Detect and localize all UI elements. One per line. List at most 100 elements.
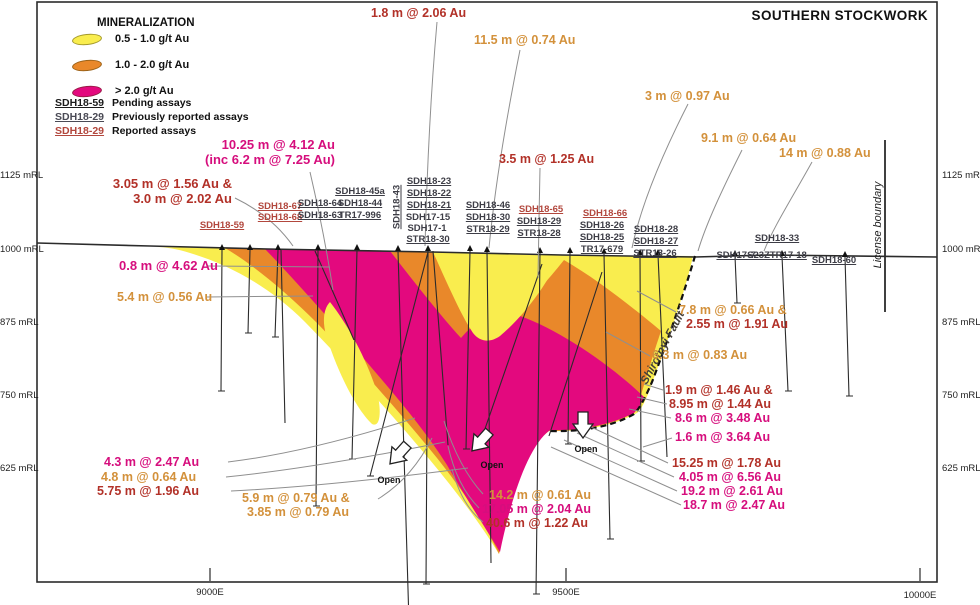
drill-label: STR18-28	[517, 228, 561, 239]
page-title: SOUTHERN STOCKWORK	[751, 8, 928, 23]
legend-label-high: > 2.0 g/t Au	[115, 85, 174, 97]
assay-annotation: 8.6 m @ 3.48 Au	[675, 411, 771, 425]
elev-label: 750 mRL	[942, 390, 980, 401]
fault-line	[548, 255, 697, 433]
key-hole-reported: SDH18-29	[55, 125, 105, 137]
open-label: Open	[480, 460, 504, 470]
open-arrows	[389, 411, 595, 465]
assay-annotation: 5.4 m @ 0.56 Au	[117, 290, 213, 304]
drill-label: SDH18-28	[633, 224, 679, 235]
drill-label: SDH18-67	[257, 201, 303, 212]
drill-label: SDH18-45a	[335, 186, 385, 197]
assay-annotation: 9.1 m @ 0.64 Au	[701, 131, 797, 145]
assay-line: 3.05 m @ 1.56 Au &	[112, 176, 232, 191]
key-hole-previous: SDH18-29	[55, 111, 105, 123]
drill-label: SDH18-26	[579, 220, 625, 231]
end-of-hole-ticks	[218, 302, 853, 595]
drill-label: TR17-996	[338, 210, 382, 221]
assay-annotation: 3 m @ 0.97 Au	[645, 89, 730, 103]
drill-label: SDH18-64	[297, 198, 343, 209]
elev-label: 875 mRL	[942, 317, 980, 328]
assay-annotation: 4.05 m @ 6.56 Au	[679, 470, 782, 484]
surface-line	[36, 242, 938, 258]
legend-title: MINERALIZATION	[97, 17, 195, 29]
key-hole-pending: SDH18-59	[55, 97, 105, 109]
assay-annotation: 1.8 m @ 2.06 Au	[371, 6, 467, 20]
assay-annotation: 14.2 m @ 0.61 Au	[489, 488, 592, 502]
drill-label: S23ZTR17-18	[747, 250, 807, 261]
elev-label: 875 mRL	[0, 317, 39, 328]
drill-label: SDH18-68	[257, 212, 303, 223]
assay-annotation: 3.05 m @ 1.56 Au & 3.0 m @ 2.02 Au	[112, 176, 232, 207]
drill-label: SDH18-33	[754, 233, 800, 244]
assay-annotation: 15.25 m @ 1.78 Au	[672, 456, 782, 470]
drill-label: SDH18-63	[297, 210, 343, 221]
assay-line: (inc 6.2 m @ 7.25 Au)	[205, 151, 335, 167]
elev-label: 625 mRL	[942, 463, 980, 474]
assay-annotation: 6.3 m @ 0.83 Au	[652, 348, 748, 362]
elev-label: 1000 mRL	[942, 244, 980, 255]
drill-label: SDH17-15	[405, 212, 451, 223]
assay-annotation: 0.8 m @ 4.62 Au	[119, 258, 218, 273]
drill-label: SDH18-43	[391, 184, 403, 230]
legend-label-low: 0.5 - 1.0 g/t Au	[115, 33, 190, 45]
license-boundary-label: License boundary	[872, 181, 884, 269]
grade-zone-low-patches	[323, 252, 560, 425]
annotation-leader-lines	[205, 21, 813, 523]
easting-label: 9000E	[196, 587, 224, 598]
assay-annotation: 11.5 m @ 0.74 Au	[474, 33, 576, 47]
drill-label: SDH18-59	[199, 220, 245, 231]
drill-label: SDH18-27	[633, 236, 679, 247]
assay-annotation: 7.8 m @ 0.66 Au &	[679, 303, 787, 317]
drill-label: SDH18-65	[518, 204, 564, 215]
drill-label: TR17-679	[580, 244, 624, 255]
drill-label: SDH17-1	[407, 223, 447, 234]
assay-annotation: 2.55 m @ 1.91 Au	[686, 317, 789, 331]
assay-annotation: 4.8 m @ 0.64 Au	[101, 470, 197, 484]
assay-annotation: 5.75 m @ 1.96 Au	[97, 484, 200, 498]
easting-label: 9500E	[552, 587, 580, 598]
easting-ticks	[209, 568, 921, 581]
legend-label-mid: 1.0 - 2.0 g/t Au	[115, 59, 190, 71]
assay-line: 3.0 m @ 2.02 Au	[133, 190, 232, 206]
drill-label: SDH18-29	[516, 216, 562, 227]
drill-label: SDH18-66	[582, 208, 628, 219]
assay-annotation: 1.9 m @ 1.46 Au &	[665, 383, 773, 397]
assay-annotation: 18.7 m @ 2.47 Au	[683, 498, 786, 512]
elev-label: 625 mRL	[0, 463, 39, 474]
assay-annotation: 1.6 m @ 3.64 Au	[675, 430, 771, 444]
drill-label: STR18-29	[466, 224, 510, 235]
assay-line: 10.25 m @ 4.12 Au	[221, 137, 335, 152]
key-desc-reported: Reported assays	[112, 125, 197, 137]
drill-label: STR18-30	[406, 234, 450, 245]
plot-border	[36, 1, 938, 583]
assay-annotation: 4.3 m @ 2.47 Au	[104, 455, 200, 469]
drill-label: SDH17-7	[716, 250, 756, 261]
drill-label: SDH18-25	[579, 232, 625, 243]
elev-label: 1125 mRL	[0, 170, 44, 181]
assay-annotation: 3.85 m @ 0.79 Au	[247, 505, 350, 519]
drill-label: SDH18-30	[465, 212, 511, 223]
assay-annotation: 5.9 m @ 0.79 Au &	[242, 491, 350, 505]
drill-label: SDH18-46	[465, 200, 511, 211]
drill-label: SDH18-60	[811, 255, 857, 266]
assay-annotation: 10.25 m @ 4.12 Au (inc 6.2 m @ 7.25 Au)	[205, 137, 335, 168]
drill-hole-traces	[220, 249, 850, 605]
drill-label: SDH18-22	[406, 188, 452, 199]
assay-annotation: 17.05 m @ 2.04 Au	[482, 502, 592, 516]
open-label: Open	[377, 475, 401, 485]
drill-label: STR18-26	[633, 248, 677, 259]
drill-label: SDH18-23	[406, 176, 452, 187]
assay-annotation: 14 m @ 0.88 Au	[779, 146, 871, 160]
drill-label: SDH18-44	[337, 198, 383, 209]
elev-label: 1125 mRL	[942, 170, 980, 181]
assay-annotation: 19.2 m @ 2.61 Au	[681, 484, 784, 498]
elev-label: 1000 mRL	[0, 244, 44, 255]
grade-zone-high	[265, 249, 644, 552]
key-desc-pending: Pending assays	[112, 97, 192, 109]
assay-annotation: 40.6 m @ 1.22 Au	[486, 516, 589, 530]
assay-annotation: 8.95 m @ 1.44 Au	[669, 397, 772, 411]
easting-label: 10000E	[903, 590, 937, 601]
